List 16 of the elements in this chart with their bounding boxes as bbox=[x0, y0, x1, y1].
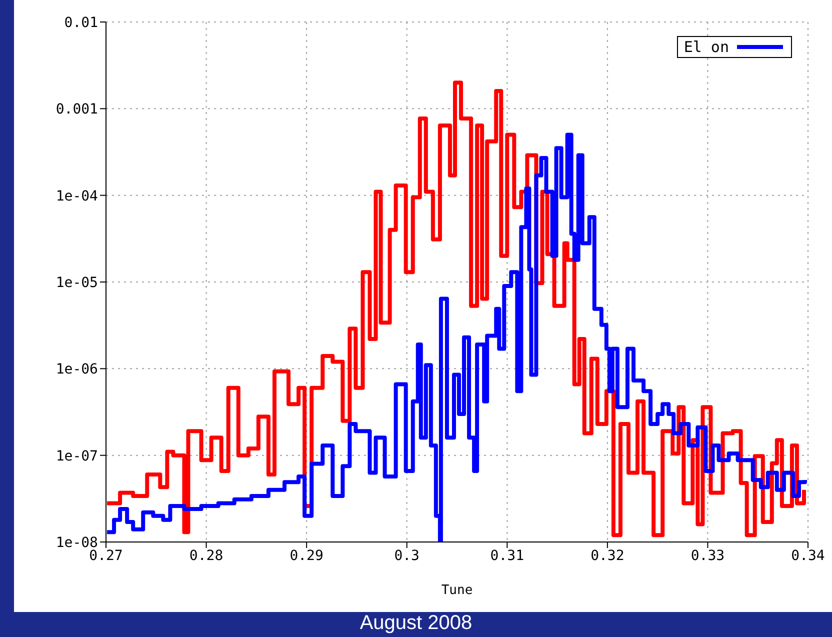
x-tick-label: 0.34 bbox=[791, 548, 825, 564]
x-tick-label: 0.31 bbox=[490, 548, 524, 564]
y-tick-label: 0.001 bbox=[56, 102, 98, 118]
x-tick-label: 0.29 bbox=[290, 548, 324, 564]
x-tick-label: 0.32 bbox=[590, 548, 624, 564]
y-tick-label: 1e-04 bbox=[56, 188, 98, 204]
x-tick-label: 0.33 bbox=[690, 548, 725, 564]
y-tick-label: 1e-06 bbox=[56, 362, 98, 378]
x-axis-title: Tune bbox=[441, 583, 473, 598]
x-tick-label: 0.28 bbox=[189, 548, 224, 564]
legend-label: El on bbox=[684, 38, 729, 56]
text: August 2008 bbox=[358, 612, 474, 635]
x-tick-label: 0.3 bbox=[394, 548, 420, 564]
y-tick-label: 1e-07 bbox=[56, 448, 98, 464]
y-tick-label: 0.01 bbox=[64, 14, 98, 31]
y-tick-label: 1e-05 bbox=[56, 274, 98, 291]
